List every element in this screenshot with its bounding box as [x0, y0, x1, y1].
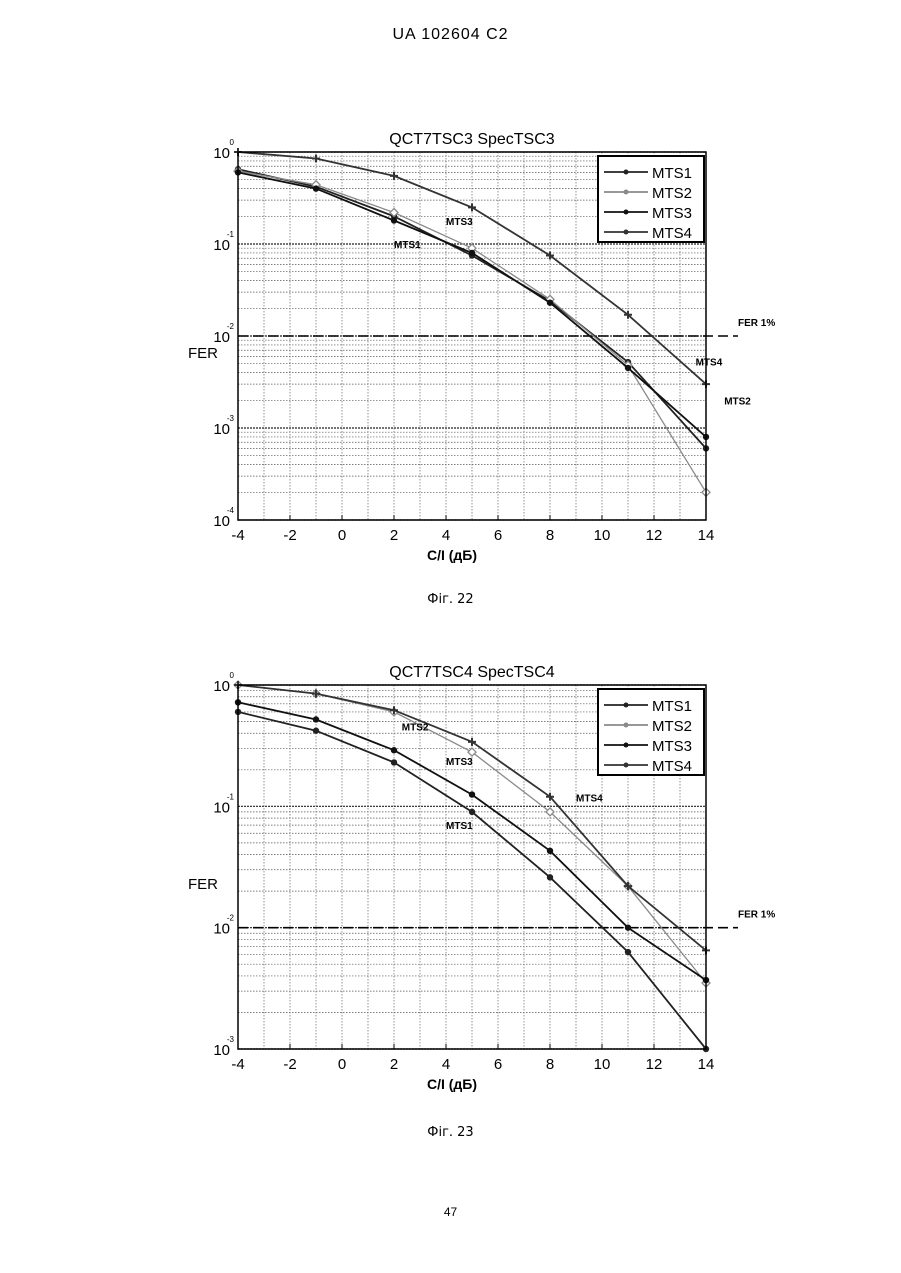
x-tick-label: -4 — [231, 527, 244, 544]
y-axis-label: FER — [188, 876, 218, 893]
y-tick-exponent: -3 — [227, 414, 235, 423]
data-point-mts3 — [547, 300, 553, 306]
data-point-mts1 — [547, 874, 553, 880]
figure-caption-22: Фіг. 22 — [0, 592, 901, 607]
x-tick-label: 0 — [338, 1056, 346, 1073]
data-point-mts1 — [391, 759, 397, 765]
x-tick-label: 14 — [698, 1056, 715, 1073]
x-tick-label: 12 — [646, 527, 663, 544]
data-point-mts1 — [313, 728, 319, 734]
legend: MTS1 MTS2 MTS3 MTS4 — [598, 156, 704, 242]
y-tick-base: 10 — [213, 421, 230, 438]
y-tick-base: 10 — [213, 1042, 230, 1059]
chart-title: QCT7TSC3 SpecTSC3 — [389, 131, 554, 148]
legend-entry: MTS3 — [652, 205, 692, 222]
legend-entry: MTS2 — [652, 718, 692, 735]
data-point-mts1 — [625, 949, 631, 955]
legend-marker — [624, 743, 629, 748]
y-tick-base: 10 — [213, 921, 230, 938]
y-tick-base: 10 — [213, 678, 230, 695]
data-point-mts1 — [469, 809, 475, 815]
legend-marker — [624, 723, 629, 728]
x-tick-label: 10 — [594, 527, 611, 544]
y-tick-exponent: -4 — [227, 506, 235, 515]
data-point-mts3 — [313, 185, 319, 191]
x-tick-label: 6 — [494, 527, 502, 544]
data-point-mts3 — [625, 924, 631, 930]
legend-marker — [624, 190, 629, 195]
legend-entry: MTS2 — [652, 185, 692, 202]
y-axis-label: FER — [188, 345, 218, 362]
legend-marker — [624, 170, 629, 175]
data-point-mts3 — [313, 716, 319, 722]
annotation-label: MTS1 — [394, 240, 421, 251]
y-tick-exponent: -2 — [227, 914, 235, 923]
figure-caption-23: Фіг. 23 — [0, 1125, 901, 1140]
annotation-label: MTS4 — [696, 357, 723, 368]
annotation-label: MTS2 — [724, 397, 751, 408]
y-tick-exponent: -1 — [227, 792, 235, 801]
x-tick-label: 4 — [442, 1056, 450, 1073]
chart-fig-23: FER 1%-4-20246810121410010-110-210-3QCT7… — [0, 655, 901, 1095]
legend-marker — [624, 230, 629, 235]
legend-entry: MTS1 — [652, 165, 692, 182]
y-tick-base: 10 — [213, 799, 230, 816]
y-tick-label: 10-1 — [213, 792, 234, 816]
x-tick-label: 6 — [494, 1056, 502, 1073]
x-tick-label: 8 — [546, 527, 554, 544]
y-tick-base: 10 — [213, 145, 230, 162]
x-tick-label: -4 — [231, 1056, 244, 1073]
chart-title: QCT7TSC4 SpecTSC4 — [389, 664, 554, 681]
x-tick-label: 0 — [338, 527, 346, 544]
legend-marker — [624, 763, 629, 768]
data-point-mts3 — [469, 791, 475, 797]
y-tick-label: 10-2 — [213, 322, 234, 346]
legend-marker — [624, 703, 629, 708]
y-tick-exponent: -1 — [227, 230, 235, 239]
annotation-label: MTS3 — [446, 217, 473, 228]
data-point-mts3 — [625, 365, 631, 371]
y-tick-label: 10-3 — [213, 414, 234, 438]
y-tick-label: 100 — [213, 671, 234, 695]
page-number: 47 — [0, 1205, 901, 1219]
y-tick-exponent: 0 — [230, 138, 235, 147]
x-tick-label: 10 — [594, 1056, 611, 1073]
x-tick-label: -2 — [283, 1056, 296, 1073]
legend-marker — [624, 210, 629, 215]
annotation-label: MTS4 — [576, 793, 603, 804]
x-axis-label: C/I (дБ) — [427, 1076, 477, 1092]
x-tick-label: 12 — [646, 1056, 663, 1073]
y-tick-label: 100 — [213, 138, 234, 162]
y-tick-exponent: -3 — [227, 1035, 235, 1044]
annotation-label: MTS1 — [446, 821, 473, 832]
y-tick-base: 10 — [213, 237, 230, 254]
y-tick-exponent: 0 — [230, 671, 235, 680]
y-tick-base: 10 — [213, 513, 230, 530]
reference-line-label: FER 1% — [738, 910, 775, 921]
legend-entry: MTS3 — [652, 738, 692, 755]
data-point-mts3 — [469, 250, 475, 256]
reference-line-label: FER 1% — [738, 318, 775, 329]
y-tick-exponent: -2 — [227, 322, 235, 331]
data-point-mts3 — [391, 747, 397, 753]
data-point-mts3 — [547, 848, 553, 854]
x-tick-label: 2 — [390, 1056, 398, 1073]
y-tick-label: 10-1 — [213, 230, 234, 254]
x-tick-label: 4 — [442, 527, 450, 544]
y-tick-label: 10-2 — [213, 914, 234, 938]
x-axis-label: C/I (дБ) — [427, 547, 477, 563]
page-header: UA 102604 C2 — [0, 26, 901, 44]
y-tick-base: 10 — [213, 329, 230, 346]
x-tick-label: 14 — [698, 527, 715, 544]
x-tick-label: 2 — [390, 527, 398, 544]
legend: MTS1 MTS2 MTS3 MTS4 — [598, 689, 704, 775]
legend-entry: MTS1 — [652, 698, 692, 715]
annotation-label: MTS3 — [446, 757, 473, 768]
legend-entry: MTS4 — [652, 758, 692, 775]
legend-entry: MTS4 — [652, 225, 692, 242]
annotation-label: MTS2 — [402, 723, 429, 734]
x-tick-label: -2 — [283, 527, 296, 544]
data-point-mts3 — [391, 217, 397, 223]
x-tick-label: 8 — [546, 1056, 554, 1073]
